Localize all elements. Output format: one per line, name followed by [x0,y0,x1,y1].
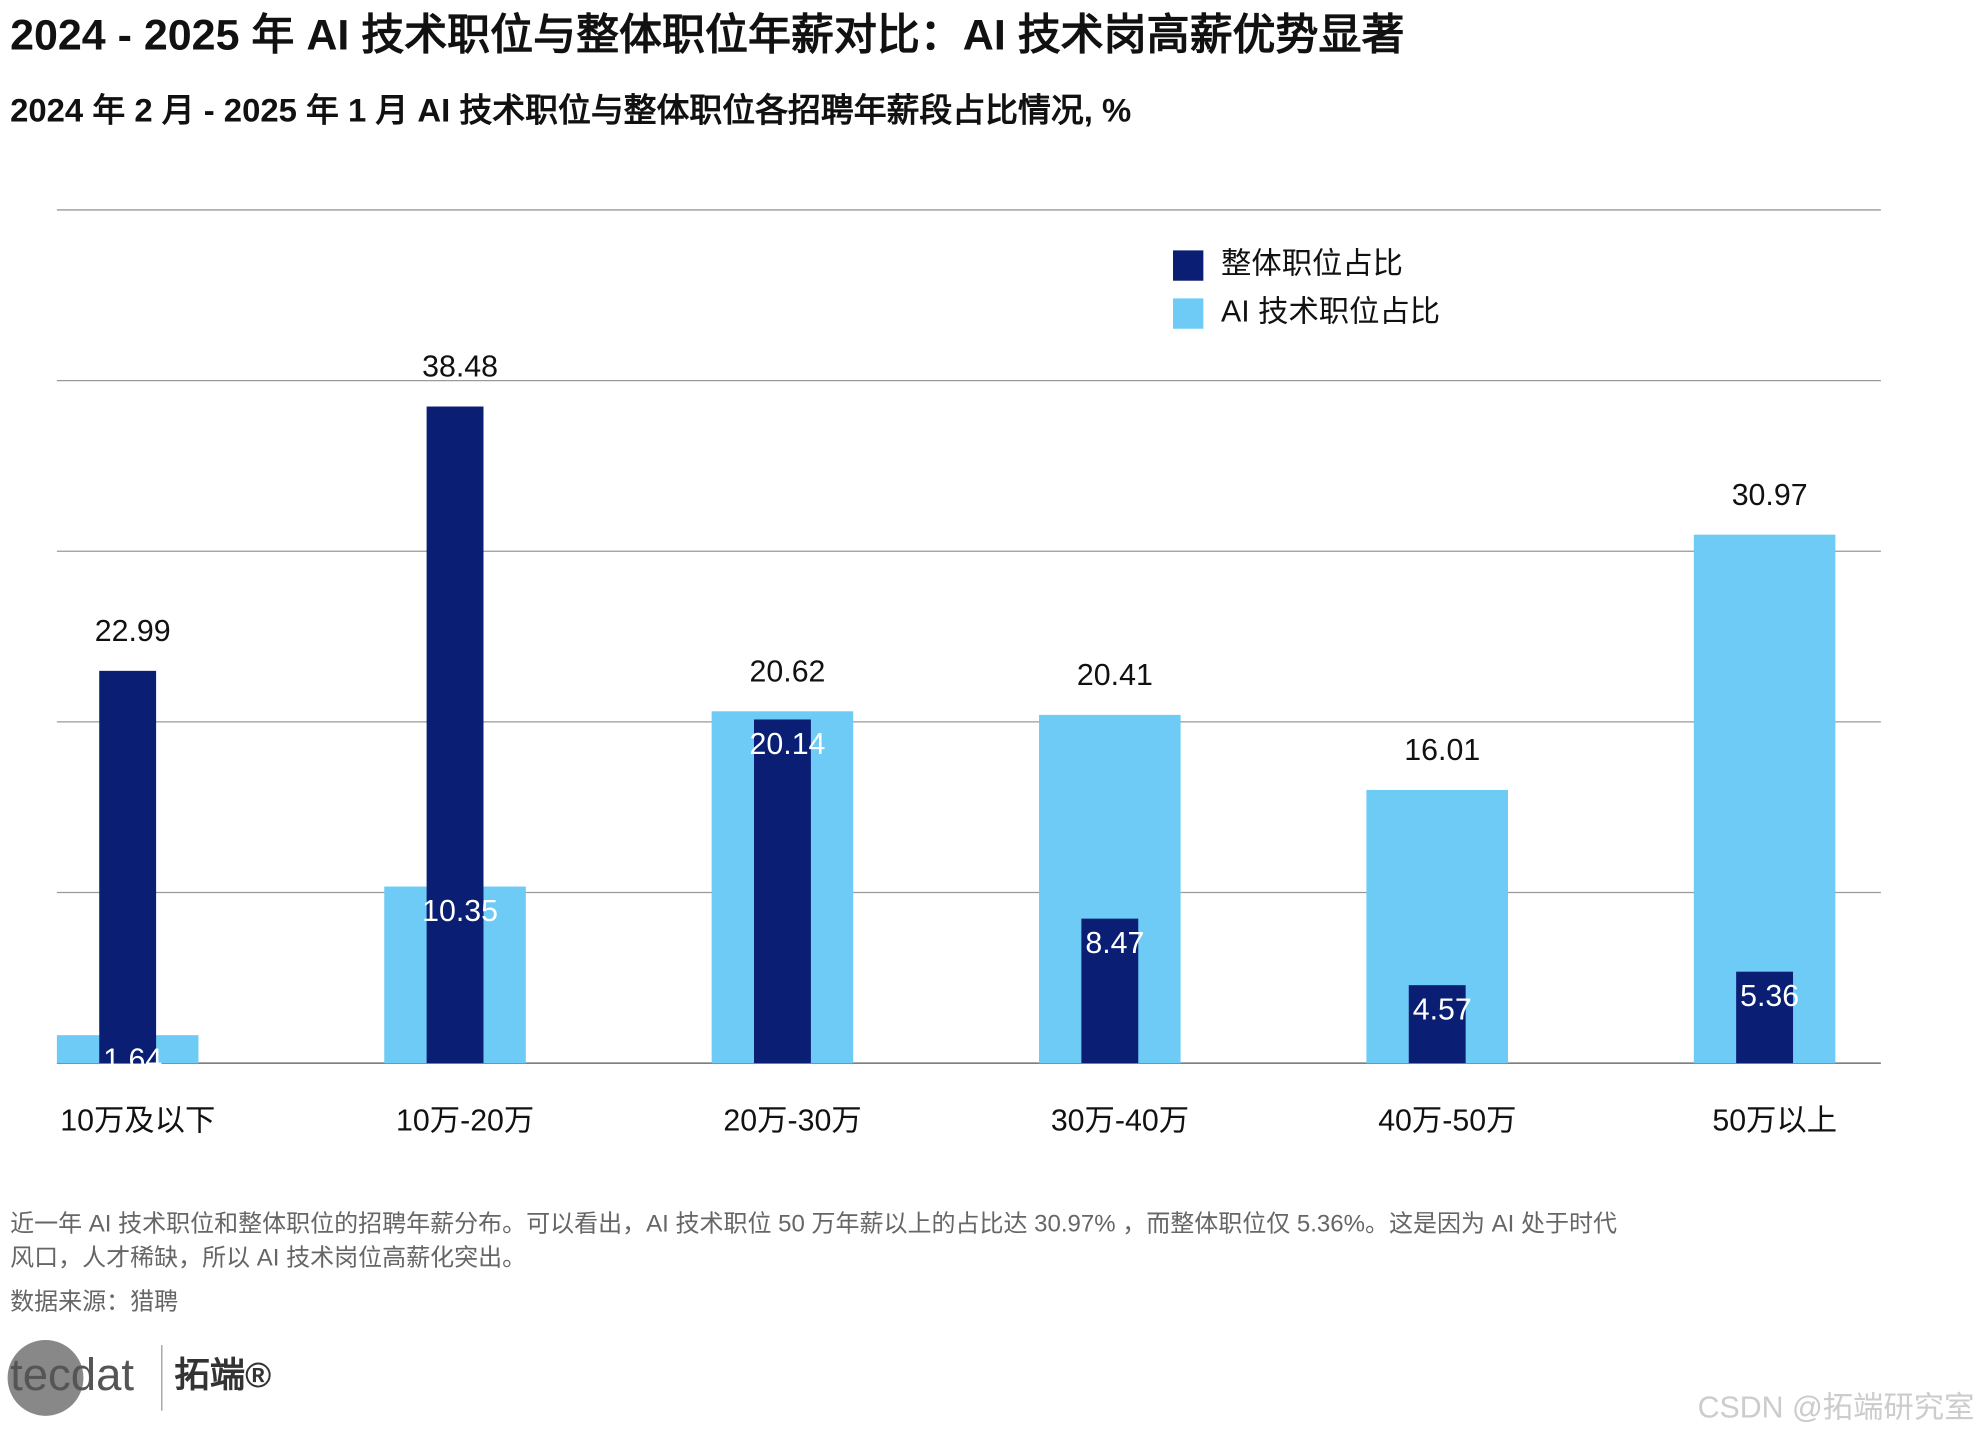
note: 近一年 AI 技术职位和整体职位的招聘年薪分布。可以看出，AI 技术职位 50 … [10,1210,1617,1237]
logo-brand: 拓端® [174,1356,271,1395]
x-tick-label: 40万-50万 [1378,1105,1516,1138]
value-label: 22.99 [95,615,171,648]
bar [1408,985,1466,1064]
bar [426,406,484,1064]
source: 数据来源：猎聘 [10,1289,178,1316]
note: 风口，人才稀缺，所以 AI 技术岗位高薪化突出。 [10,1244,526,1271]
x-tick-label: 20万-30万 [723,1105,861,1138]
value-label: 38.48 [422,351,498,384]
value-label: 20.41 [1077,659,1153,692]
legend-label: 整体职位占比 [1221,247,1403,281]
x-tick-label: 30万-40万 [1051,1105,1189,1138]
legend-swatch [1173,250,1204,281]
chart-title: 2024 - 2025 年 AI 技术职位与整体职位年薪对比：AI 技术岗高薪优… [10,11,1404,59]
bar [1081,918,1139,1064]
value-label: 1.64 [103,1044,162,1077]
bar [753,719,811,1064]
value-label: 30.97 [1732,479,1808,512]
value-label: 16.01 [1404,734,1480,767]
value-label: 5.36 [1740,980,1799,1013]
legend-swatch [1173,298,1204,329]
legend-label: AI 技术职位占比 [1221,295,1440,329]
value-label: 8.47 [1085,927,1144,960]
logo-text: tecdat [10,1349,134,1400]
chart-subtitle: 2024 年 2 月 - 2025 年 1 月 AI 技术职位与整体职位各招聘年… [10,91,1131,128]
value-label: 20.62 [750,655,826,688]
bar [99,670,157,1064]
x-tick-label: 10万及以下 [60,1105,215,1138]
logo-circle [7,1339,84,1416]
x-tick-label: 50万以上 [1712,1105,1837,1138]
bar [1736,971,1794,1064]
value-label: 10.35 [422,895,498,928]
x-tick-label: 10万-20万 [396,1105,534,1138]
watermark: CSDN @拓端研究室 [1698,1391,1975,1425]
value-label: 20.14 [750,728,826,761]
value-label: 4.57 [1413,994,1472,1027]
